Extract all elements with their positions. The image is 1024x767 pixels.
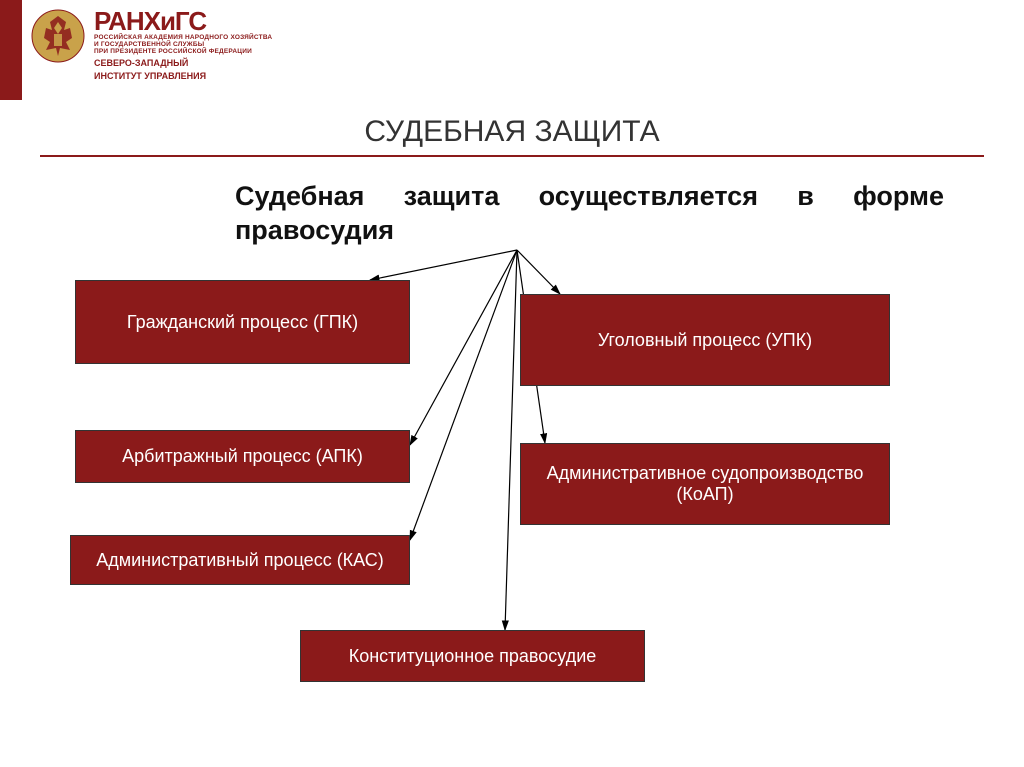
subtitle-text: Судебная защита осуществляется в форме п… xyxy=(235,180,944,248)
diagram-node-apk: Арбитражный процесс (АПК) xyxy=(75,430,410,483)
diagram-node-koap: Административное судопроизводство (КоАП) xyxy=(520,443,890,525)
logo-institute-line2: ИНСТИТУТ УПРАВЛЕНИЯ xyxy=(94,72,272,82)
left-accent-bar xyxy=(0,0,22,100)
page-title: СУДЕБНАЯ ЗАЩИТА xyxy=(0,115,1024,149)
diagram-node-kas: Административный процесс (КАС) xyxy=(70,535,410,585)
diagram-node-upk: Уголовный процесс (УПК) xyxy=(520,294,890,386)
diagram-node-konst: Конституционное правосудие xyxy=(300,630,645,682)
logo-main: РАНХиГС xyxy=(94,8,272,35)
diagram-node-gpk: Гражданский процесс (ГПК) xyxy=(75,280,410,364)
logo-text-block: РАНХиГС РОССИЙСКАЯ АКАДЕМИЯ НАРОДНОГО ХО… xyxy=(94,8,272,82)
logo-block: РАНХиГС РОССИЙСКАЯ АКАДЕМИЯ НАРОДНОГО ХО… xyxy=(30,8,272,82)
emblem-icon xyxy=(30,8,86,64)
title-underline xyxy=(40,155,984,157)
logo-sub-line3: ПРИ ПРЕЗИДЕНТЕ РОССИЙСКОЙ ФЕДЕРАЦИИ xyxy=(94,49,272,56)
logo-institute-line1: СЕВЕРО-ЗАПАДНЫЙ xyxy=(94,59,272,69)
